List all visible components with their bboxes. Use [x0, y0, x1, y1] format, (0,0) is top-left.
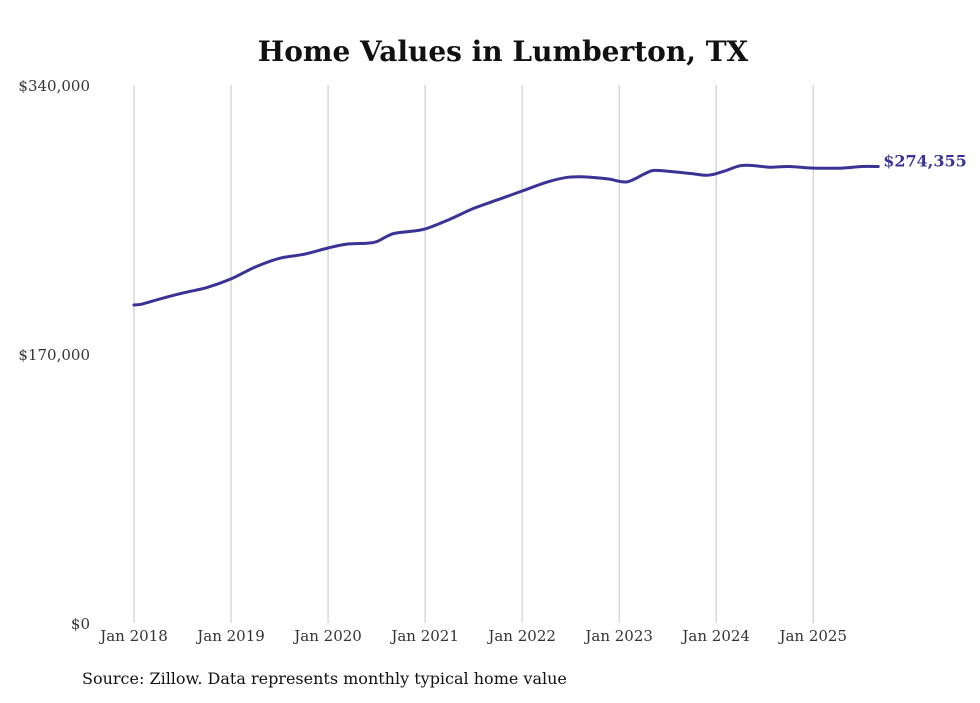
x-tick-label: Jan 2024	[680, 627, 750, 645]
series-end-label: $274,355	[883, 151, 967, 170]
x-tick-label: Jan 2022	[486, 627, 556, 645]
source-note: Source: Zillow. Data represents monthly …	[82, 669, 567, 688]
x-tick-label: Jan 2025	[777, 627, 847, 645]
grid-lines	[133, 85, 814, 623]
series-line	[132, 163, 880, 307]
x-tick-label: Jan 2020	[292, 627, 362, 645]
y-tick-label: $0	[71, 615, 90, 633]
y-tick-label: $170,000	[18, 346, 90, 364]
y-axis-ticks: $0 $170,000 $340,000	[18, 77, 90, 633]
x-tick-label: Jan 2019	[195, 627, 265, 645]
x-tick-label: Jan 2023	[583, 627, 653, 645]
x-tick-label: Jan 2021	[389, 627, 459, 645]
chart-title: Home Values in Lumberton, TX	[258, 35, 749, 68]
x-axis-ticks: Jan 2018 Jan 2019 Jan 2020 Jan 2021 Jan 2022…	[98, 627, 847, 645]
y-tick-label: $340,000	[18, 77, 90, 95]
series-group: $274,355	[132, 151, 967, 307]
x-tick-label: Jan 2018	[98, 627, 168, 645]
